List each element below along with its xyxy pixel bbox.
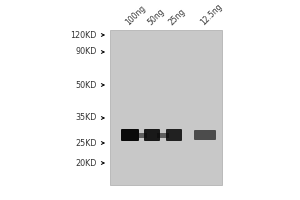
Text: 20KD: 20KD bbox=[76, 158, 97, 168]
Bar bbox=[110, 30, 222, 185]
Text: 120KD: 120KD bbox=[70, 30, 97, 40]
Bar bbox=[157, 132, 169, 138]
Text: 50KD: 50KD bbox=[76, 80, 97, 90]
Text: 12.5ng: 12.5ng bbox=[199, 2, 224, 27]
Text: 25KD: 25KD bbox=[76, 138, 97, 148]
FancyBboxPatch shape bbox=[121, 129, 139, 141]
Text: 90KD: 90KD bbox=[76, 47, 97, 56]
FancyBboxPatch shape bbox=[166, 129, 182, 141]
Text: 50ng: 50ng bbox=[146, 7, 166, 27]
Bar bbox=[136, 132, 147, 138]
Text: 100ng: 100ng bbox=[124, 3, 147, 27]
FancyBboxPatch shape bbox=[194, 130, 216, 140]
FancyBboxPatch shape bbox=[144, 129, 160, 141]
Text: 25ng: 25ng bbox=[168, 7, 188, 27]
Text: 35KD: 35KD bbox=[76, 114, 97, 122]
